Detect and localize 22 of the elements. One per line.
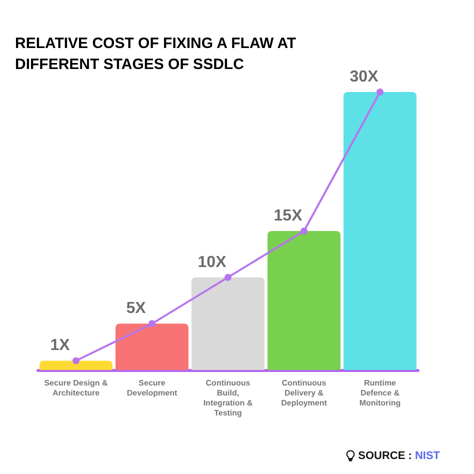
data-label: 10X <box>198 254 227 271</box>
point <box>224 274 232 281</box>
data-label: 5X <box>126 300 146 318</box>
point <box>376 88 384 96</box>
bar <box>268 231 340 370</box>
data-label: 15X <box>274 208 303 224</box>
point <box>148 320 156 328</box>
data-label: 30X <box>350 68 379 86</box>
source-note: SOURCE : NIST <box>358 450 440 462</box>
bar <box>116 324 188 370</box>
data-label: 1X <box>50 337 70 354</box>
bar <box>344 92 416 370</box>
bar <box>40 360 112 370</box>
x-tick-label: Continuous Delivery & Deployment <box>281 378 328 408</box>
point <box>72 357 80 364</box>
x-tick-label: Secure Development <box>126 378 178 398</box>
x-tick-label: Secure Design & Architecture <box>44 378 108 398</box>
x-tick-label: Runtime Defence & Monitoring <box>359 378 401 408</box>
bar <box>192 277 264 370</box>
point <box>300 228 308 234</box>
x-tick-label: Continuous Build, Integration & Testing <box>203 378 253 418</box>
chart-title: RELATIVE COST OF FIXING A FLAW AT DIFFERENT STAGES OF SSDLC <box>15 35 300 73</box>
